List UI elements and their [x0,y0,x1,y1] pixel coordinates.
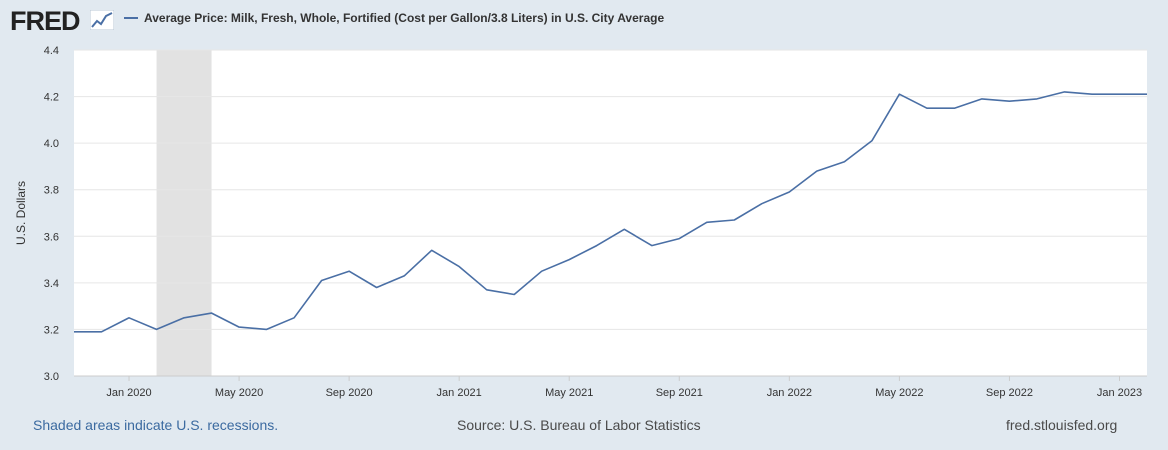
fred-logo[interactable]: FRED [10,6,80,36]
legend-line-swatch [124,17,138,19]
x-tick-label: Jan 2022 [767,387,812,399]
x-tick-label: Sep 2020 [326,387,373,399]
x-tick-label: Jan 2020 [106,387,151,399]
fred-graph-icon [90,10,114,30]
x-tick-label: May 2020 [215,387,263,399]
y-tick-label: 3.4 [44,278,59,290]
recession-band [156,50,212,376]
y-tick-label: 4.0 [44,138,59,150]
x-tick-label: Sep 2022 [986,387,1033,399]
y-tick-label: 3.6 [44,231,59,243]
y-tick-label: 3.2 [44,324,59,336]
x-tick-label: Sep 2021 [656,387,703,399]
line-chart: 3.0 3.2 3.4 3.6 3.8 4.0 4.2 4.4 Jan 2020 May 202… [44,45,1147,399]
y-tick-label: 3.8 [44,185,59,197]
y-tick-label: 3.0 [44,371,59,383]
x-tick-label: May 2021 [545,387,593,399]
y-tick-label: 4.4 [44,45,59,57]
chart-legend: Average Price: Milk, Fresh, Whole, Forti… [124,11,664,25]
recession-note-link[interactable]: Shaded areas indicate U.S. recessions. [33,417,279,433]
x-tick-label: Jan 2023 [1097,387,1142,399]
x-tick-label: Jan 2021 [437,387,482,399]
site-link[interactable]: fred.stlouisfed.org [1006,417,1118,433]
logo-text: FRED [10,6,80,36]
x-tick-label: May 2022 [875,387,923,399]
source-note: Source: U.S. Bureau of Labor Statistics [457,417,701,433]
legend-series-title: Average Price: Milk, Fresh, Whole, Forti… [144,11,665,25]
y-tick-label: 4.2 [44,92,59,104]
series-line [74,91,1147,333]
